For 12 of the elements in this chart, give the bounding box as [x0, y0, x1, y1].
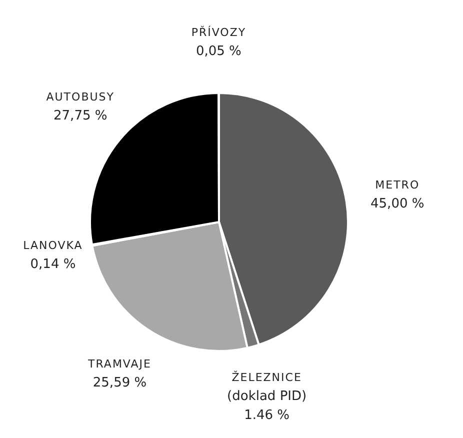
slice-label: METRO [375, 178, 420, 192]
slice-label: ŽELEZNICE (doklad PID) [227, 370, 307, 404]
slice-label: LANOVKA [23, 238, 83, 252]
data-label: 0,05 % [196, 44, 242, 59]
slice-label: PŘÍVOZY [191, 24, 246, 39]
data-label: 27,75 % [54, 108, 108, 124]
slice-label: TRAMVAJE [87, 357, 152, 370]
slice-label: AUTOBUSY [46, 90, 115, 104]
data-label: 0,14 % [30, 256, 76, 272]
data-label: 1.46 % [244, 408, 290, 424]
data-label: 25,59 % [92, 375, 147, 390]
data-label: 45,00 % [370, 196, 424, 212]
